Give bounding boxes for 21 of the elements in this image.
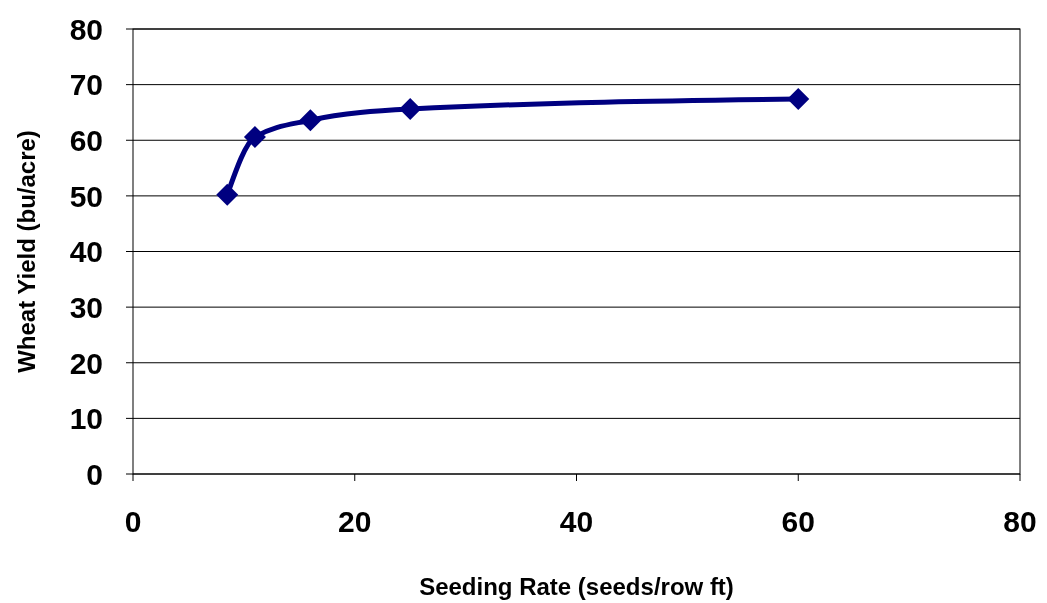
y-tick-label: 60	[69, 124, 103, 158]
y-tick-label: 10	[69, 402, 103, 436]
y-tick-label: 0	[86, 457, 103, 491]
y-tick-label: 80	[69, 12, 103, 46]
y-tick-label: 30	[69, 290, 103, 324]
x-tick-label: 20	[338, 505, 372, 538]
x-tick-label: 60	[781, 505, 815, 538]
point	[299, 109, 322, 132]
point	[243, 125, 266, 148]
y-tick-label: 70	[69, 68, 103, 102]
x-tick-label: 0	[124, 505, 142, 538]
point	[399, 98, 422, 121]
x-tick-label: 40	[559, 505, 594, 538]
y-tick-label: 40	[69, 235, 103, 269]
y-axis-title: Wheat Yield (bu/acre)	[13, 130, 40, 373]
y-tick-label: 20	[69, 346, 103, 380]
y-tick-label: 50	[69, 179, 103, 213]
point	[787, 88, 810, 111]
x-axis-title: Seeding Rate (seeds/row ft)	[419, 573, 734, 600]
point	[216, 183, 239, 206]
x-tick-label: 80	[1003, 505, 1037, 538]
